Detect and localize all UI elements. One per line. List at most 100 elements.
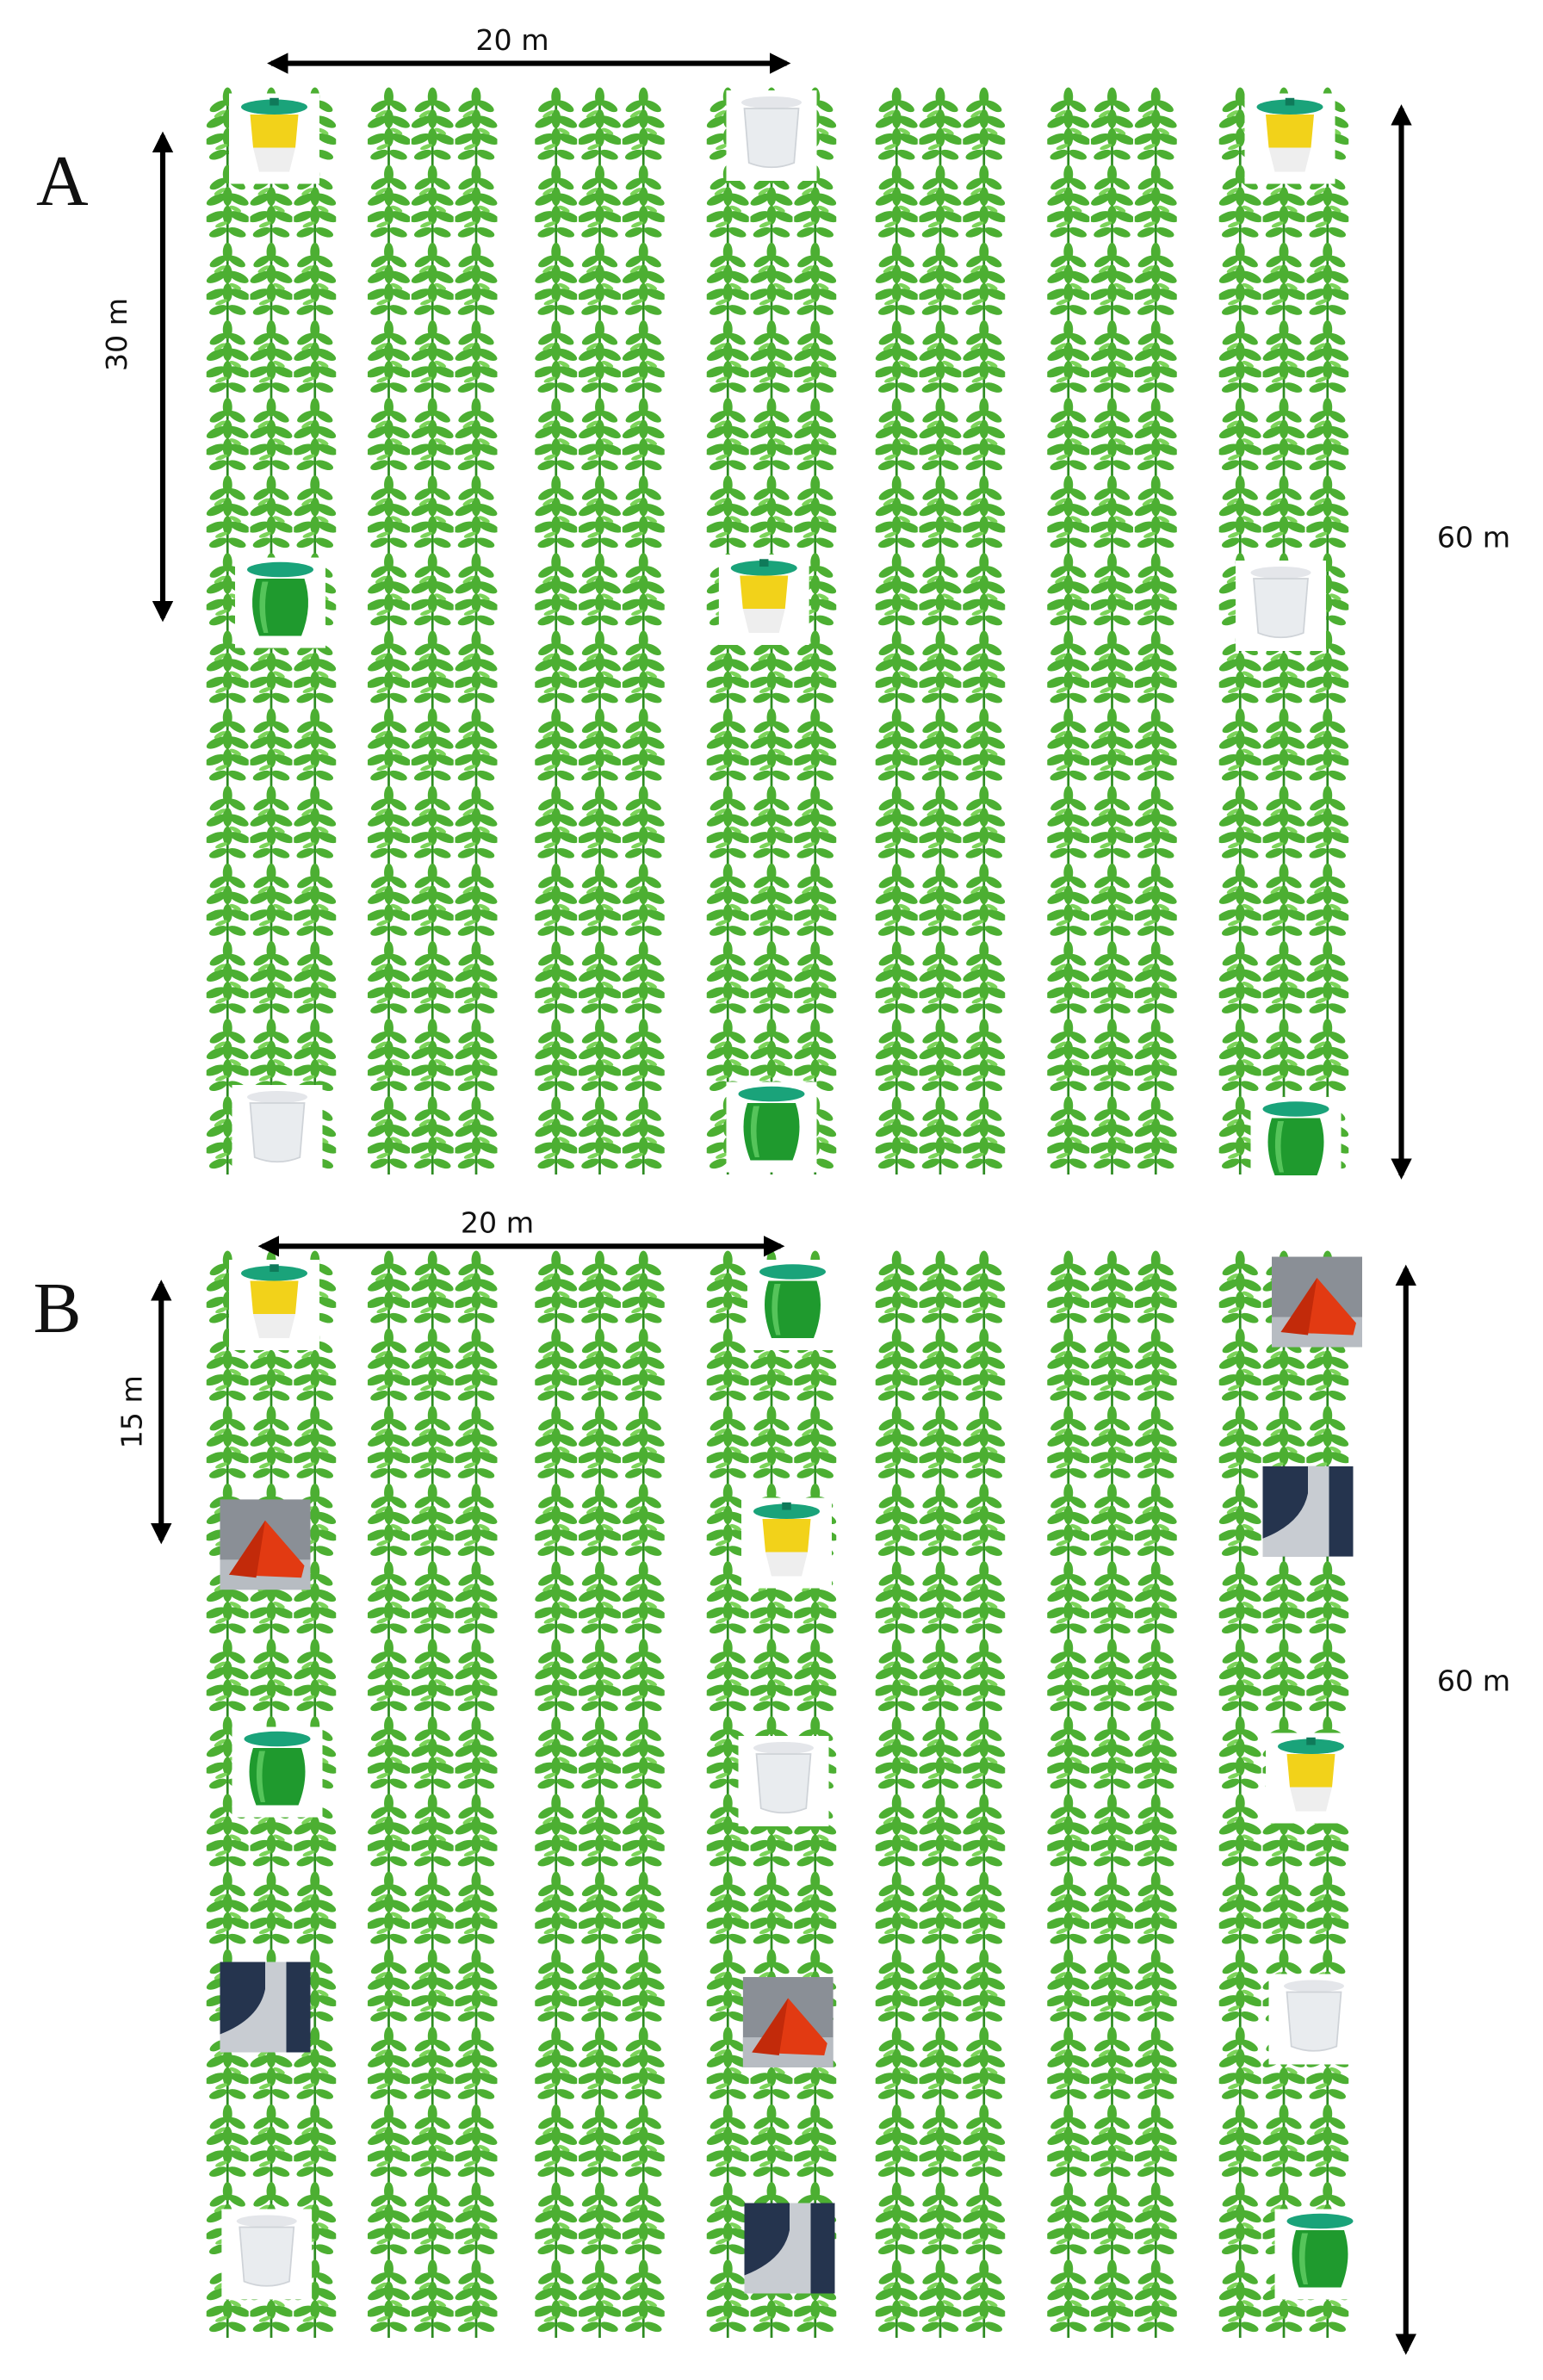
plant <box>963 2026 1006 2107</box>
plant <box>411 553 454 633</box>
plant <box>1047 1949 1090 2029</box>
plant <box>1091 164 1133 245</box>
plant <box>411 475 454 555</box>
plant <box>1134 863 1177 944</box>
plant <box>294 1405 337 1486</box>
plant <box>1091 1405 1133 1486</box>
plant <box>455 2104 498 2185</box>
plant <box>706 785 749 865</box>
plant <box>206 708 249 788</box>
plant <box>622 1949 665 2029</box>
plant <box>1262 319 1305 400</box>
plant <box>622 2182 665 2262</box>
plant <box>919 1019 962 1099</box>
plant <box>294 785 337 865</box>
trap-red <box>220 1499 311 1590</box>
plant <box>919 2104 962 2185</box>
plant <box>622 398 665 478</box>
plant <box>1134 2026 1177 2107</box>
plant <box>1047 242 1090 323</box>
plant <box>294 940 337 1021</box>
plant <box>294 475 337 555</box>
plant <box>1134 2259 1177 2340</box>
plant <box>368 708 410 788</box>
plant <box>1218 2182 1261 2262</box>
plant <box>368 1561 410 1641</box>
plant <box>535 2182 578 2262</box>
plant <box>206 1639 249 1719</box>
plant <box>579 863 621 944</box>
trap-red <box>742 1977 833 2068</box>
plant <box>579 1794 621 1874</box>
plant <box>1134 708 1177 788</box>
plant <box>963 398 1006 478</box>
plant <box>875 940 918 1021</box>
plant <box>1262 708 1305 788</box>
trap-white <box>738 1736 829 1827</box>
plant <box>794 398 837 478</box>
plant <box>706 319 749 400</box>
plant <box>1218 319 1261 400</box>
trap-gray <box>744 2203 835 2294</box>
plant <box>1134 1405 1177 1486</box>
plant <box>455 1250 498 1330</box>
plant <box>1091 1250 1133 1330</box>
plant <box>963 708 1006 788</box>
plant <box>706 1871 749 1951</box>
plant <box>250 398 293 478</box>
plant <box>622 1716 665 1796</box>
plant <box>622 1250 665 1330</box>
plant <box>919 708 962 788</box>
plant <box>794 475 837 555</box>
plant <box>1218 785 1261 865</box>
plant <box>1091 319 1133 400</box>
plant <box>875 1405 918 1486</box>
plant <box>1091 2259 1133 2340</box>
plant <box>622 1871 665 1951</box>
plant <box>455 1716 498 1796</box>
plant <box>1262 1019 1305 1099</box>
plant <box>750 785 793 865</box>
plant <box>535 1328 578 1408</box>
plant <box>919 2259 962 2340</box>
plant <box>579 708 621 788</box>
plant <box>963 1019 1006 1099</box>
plant <box>1218 1483 1261 1564</box>
plant <box>455 1561 498 1641</box>
plant <box>622 164 665 245</box>
plant <box>455 630 498 710</box>
plant <box>919 1405 962 1486</box>
plant <box>794 319 837 400</box>
width-label: 20 m <box>475 23 548 57</box>
plant <box>411 863 454 944</box>
plant <box>368 164 410 245</box>
plant <box>875 319 918 400</box>
plant <box>1134 1794 1177 1874</box>
plant <box>1218 2259 1261 2340</box>
plant <box>579 1639 621 1719</box>
plant <box>535 1483 578 1564</box>
plant <box>1134 1639 1177 1719</box>
plant <box>1047 2182 1090 2262</box>
plant <box>1047 1871 1090 1951</box>
plant <box>622 1561 665 1641</box>
plant <box>1218 1328 1261 1408</box>
plant <box>368 2026 410 2107</box>
plant <box>622 863 665 944</box>
plant <box>706 1250 749 1330</box>
plant <box>794 1639 837 1719</box>
plant <box>794 1871 837 1951</box>
plant <box>622 1483 665 1564</box>
plant <box>794 1405 837 1486</box>
plant <box>706 2104 749 2185</box>
plant <box>1091 1949 1133 2029</box>
plant <box>875 1019 918 1099</box>
plant <box>1047 1639 1090 1719</box>
plant <box>1218 1405 1261 1486</box>
plant <box>875 2259 918 2340</box>
trap-white <box>221 2209 313 2300</box>
plant <box>794 785 837 865</box>
plant <box>875 1949 918 2029</box>
plant <box>535 475 578 555</box>
plant <box>622 242 665 323</box>
